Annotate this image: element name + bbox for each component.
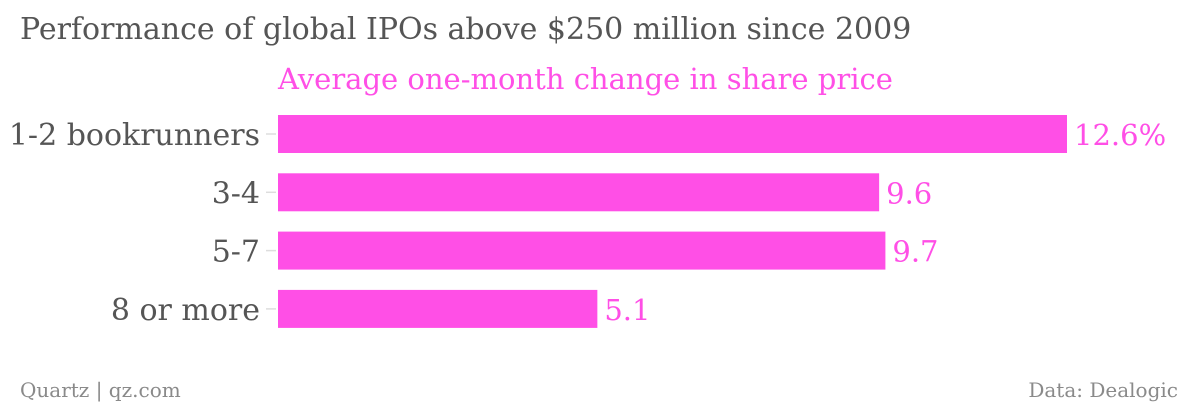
source-credit: Quartz | qz.com: [20, 378, 181, 402]
bar: [278, 115, 1067, 153]
category-label: 5-7: [212, 235, 260, 270]
category-label: 1-2 bookrunners: [9, 118, 260, 153]
value-label: 9.6: [886, 176, 932, 210]
value-label: 5.1: [604, 293, 650, 327]
series-label: Average one-month change in share price: [278, 62, 893, 96]
category-label: 3-4: [212, 176, 260, 211]
bar: [278, 231, 886, 270]
value-label: 9.7: [892, 235, 938, 269]
chart-title: Performance of global IPOs above $250 mi…: [20, 12, 912, 47]
value-label: 12.6%: [1074, 118, 1166, 152]
data-source: Data: Dealogic: [1028, 378, 1178, 402]
bar: [278, 289, 598, 328]
bar: [278, 173, 880, 212]
category-label: 8 or more: [111, 293, 260, 328]
